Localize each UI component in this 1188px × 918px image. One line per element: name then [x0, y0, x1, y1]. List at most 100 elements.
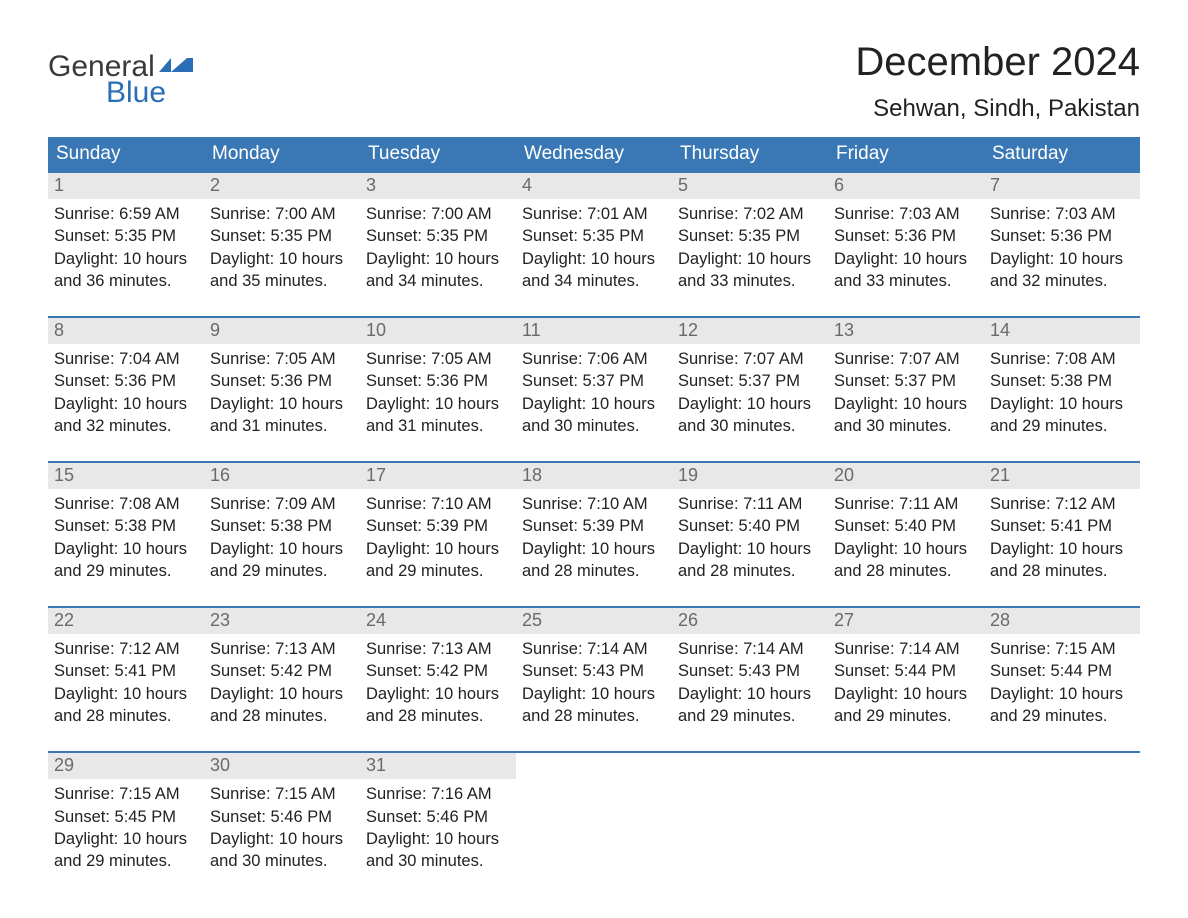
logo: General Blue [48, 40, 193, 108]
cell-body: Sunrise: 7:04 AMSunset: 5:36 PMDaylight:… [48, 344, 204, 443]
day-number: 17 [360, 463, 516, 489]
daylight-text: and 35 minutes. [210, 270, 354, 292]
day-header: Thursday [672, 137, 828, 171]
cell-body: Sunrise: 7:16 AMSunset: 5:46 PMDaylight:… [360, 779, 516, 878]
calendar-cell: 26Sunrise: 7:14 AMSunset: 5:43 PMDayligh… [672, 608, 828, 733]
calendar-cell: 16Sunrise: 7:09 AMSunset: 5:38 PMDayligh… [204, 463, 360, 588]
cell-body: Sunrise: 6:59 AMSunset: 5:35 PMDaylight:… [48, 199, 204, 298]
sunset-text: Sunset: 5:42 PM [366, 660, 510, 682]
sunset-text: Sunset: 5:37 PM [522, 370, 666, 392]
calendar-cell: 11Sunrise: 7:06 AMSunset: 5:37 PMDayligh… [516, 318, 672, 443]
sunset-text: Sunset: 5:46 PM [366, 806, 510, 828]
daylight-text: and 30 minutes. [834, 415, 978, 437]
day-number: 22 [48, 608, 204, 634]
day-number: 24 [360, 608, 516, 634]
sunrise-text: Sunrise: 7:11 AM [834, 493, 978, 515]
daylight-text: Daylight: 10 hours [678, 393, 822, 415]
day-number: 12 [672, 318, 828, 344]
cell-body: Sunrise: 7:02 AMSunset: 5:35 PMDaylight:… [672, 199, 828, 298]
calendar-cell: 24Sunrise: 7:13 AMSunset: 5:42 PMDayligh… [360, 608, 516, 733]
sunset-text: Sunset: 5:36 PM [834, 225, 978, 247]
day-number [672, 753, 828, 758]
calendar-cell: 23Sunrise: 7:13 AMSunset: 5:42 PMDayligh… [204, 608, 360, 733]
calendar-cell: 31Sunrise: 7:16 AMSunset: 5:46 PMDayligh… [360, 753, 516, 878]
daylight-text: and 28 minutes. [54, 705, 198, 727]
day-number: 7 [984, 173, 1140, 199]
daylight-text: Daylight: 10 hours [522, 393, 666, 415]
week-row: 29Sunrise: 7:15 AMSunset: 5:45 PMDayligh… [48, 751, 1140, 878]
calendar-cell: 10Sunrise: 7:05 AMSunset: 5:36 PMDayligh… [360, 318, 516, 443]
cell-body: Sunrise: 7:09 AMSunset: 5:38 PMDaylight:… [204, 489, 360, 588]
sunset-text: Sunset: 5:37 PM [678, 370, 822, 392]
logo-word-blue: Blue [106, 78, 193, 108]
sunset-text: Sunset: 5:38 PM [54, 515, 198, 537]
sunrise-text: Sunrise: 7:05 AM [366, 348, 510, 370]
sunset-text: Sunset: 5:36 PM [990, 225, 1134, 247]
day-number: 19 [672, 463, 828, 489]
day-number [828, 753, 984, 758]
calendar-cell: 12Sunrise: 7:07 AMSunset: 5:37 PMDayligh… [672, 318, 828, 443]
day-number: 15 [48, 463, 204, 489]
calendar-cell: 19Sunrise: 7:11 AMSunset: 5:40 PMDayligh… [672, 463, 828, 588]
cell-body: Sunrise: 7:05 AMSunset: 5:36 PMDaylight:… [360, 344, 516, 443]
day-header: Monday [204, 137, 360, 171]
sunset-text: Sunset: 5:41 PM [54, 660, 198, 682]
daylight-text: Daylight: 10 hours [210, 393, 354, 415]
daylight-text: and 29 minutes. [210, 560, 354, 582]
daylight-text: and 36 minutes. [54, 270, 198, 292]
daylight-text: and 29 minutes. [366, 560, 510, 582]
sunrise-text: Sunrise: 7:02 AM [678, 203, 822, 225]
daylight-text: Daylight: 10 hours [990, 538, 1134, 560]
calendar-cell-empty [984, 753, 1140, 878]
sunrise-text: Sunrise: 7:10 AM [522, 493, 666, 515]
day-number: 10 [360, 318, 516, 344]
sunset-text: Sunset: 5:39 PM [522, 515, 666, 537]
day-header: Wednesday [516, 137, 672, 171]
sunset-text: Sunset: 5:44 PM [834, 660, 978, 682]
day-number: 9 [204, 318, 360, 344]
daylight-text: and 34 minutes. [366, 270, 510, 292]
daylight-text: and 31 minutes. [210, 415, 354, 437]
cell-body: Sunrise: 7:14 AMSunset: 5:43 PMDaylight:… [672, 634, 828, 733]
calendar-cell: 30Sunrise: 7:15 AMSunset: 5:46 PMDayligh… [204, 753, 360, 878]
day-number: 28 [984, 608, 1140, 634]
daylight-text: and 28 minutes. [366, 705, 510, 727]
daylight-text: and 28 minutes. [990, 560, 1134, 582]
cell-body: Sunrise: 7:00 AMSunset: 5:35 PMDaylight:… [204, 199, 360, 298]
day-header: Sunday [48, 137, 204, 171]
daylight-text: Daylight: 10 hours [522, 248, 666, 270]
cell-body: Sunrise: 7:08 AMSunset: 5:38 PMDaylight:… [984, 344, 1140, 443]
sunrise-text: Sunrise: 7:14 AM [522, 638, 666, 660]
sunrise-text: Sunrise: 7:00 AM [210, 203, 354, 225]
sunrise-text: Sunrise: 6:59 AM [54, 203, 198, 225]
cell-body: Sunrise: 7:08 AMSunset: 5:38 PMDaylight:… [48, 489, 204, 588]
daylight-text: Daylight: 10 hours [366, 538, 510, 560]
daylight-text: Daylight: 10 hours [522, 538, 666, 560]
week-row: 8Sunrise: 7:04 AMSunset: 5:36 PMDaylight… [48, 316, 1140, 443]
sunrise-text: Sunrise: 7:15 AM [54, 783, 198, 805]
sunset-text: Sunset: 5:35 PM [54, 225, 198, 247]
day-number: 4 [516, 173, 672, 199]
daylight-text: and 32 minutes. [990, 270, 1134, 292]
daylight-text: Daylight: 10 hours [54, 683, 198, 705]
sunrise-text: Sunrise: 7:05 AM [210, 348, 354, 370]
sunset-text: Sunset: 5:39 PM [366, 515, 510, 537]
cell-body: Sunrise: 7:07 AMSunset: 5:37 PMDaylight:… [828, 344, 984, 443]
day-number [984, 753, 1140, 758]
cell-body: Sunrise: 7:00 AMSunset: 5:35 PMDaylight:… [360, 199, 516, 298]
sunrise-text: Sunrise: 7:03 AM [990, 203, 1134, 225]
sunrise-text: Sunrise: 7:13 AM [210, 638, 354, 660]
sunset-text: Sunset: 5:44 PM [990, 660, 1134, 682]
calendar-cell: 25Sunrise: 7:14 AMSunset: 5:43 PMDayligh… [516, 608, 672, 733]
calendar-cell: 27Sunrise: 7:14 AMSunset: 5:44 PMDayligh… [828, 608, 984, 733]
daylight-text: and 30 minutes. [678, 415, 822, 437]
sunset-text: Sunset: 5:42 PM [210, 660, 354, 682]
daylight-text: Daylight: 10 hours [366, 828, 510, 850]
calendar-cell-empty [516, 753, 672, 878]
cell-body: Sunrise: 7:12 AMSunset: 5:41 PMDaylight:… [48, 634, 204, 733]
sunrise-text: Sunrise: 7:04 AM [54, 348, 198, 370]
cell-body: Sunrise: 7:14 AMSunset: 5:43 PMDaylight:… [516, 634, 672, 733]
daylight-text: Daylight: 10 hours [834, 683, 978, 705]
cell-body: Sunrise: 7:07 AMSunset: 5:37 PMDaylight:… [672, 344, 828, 443]
sunrise-text: Sunrise: 7:07 AM [834, 348, 978, 370]
